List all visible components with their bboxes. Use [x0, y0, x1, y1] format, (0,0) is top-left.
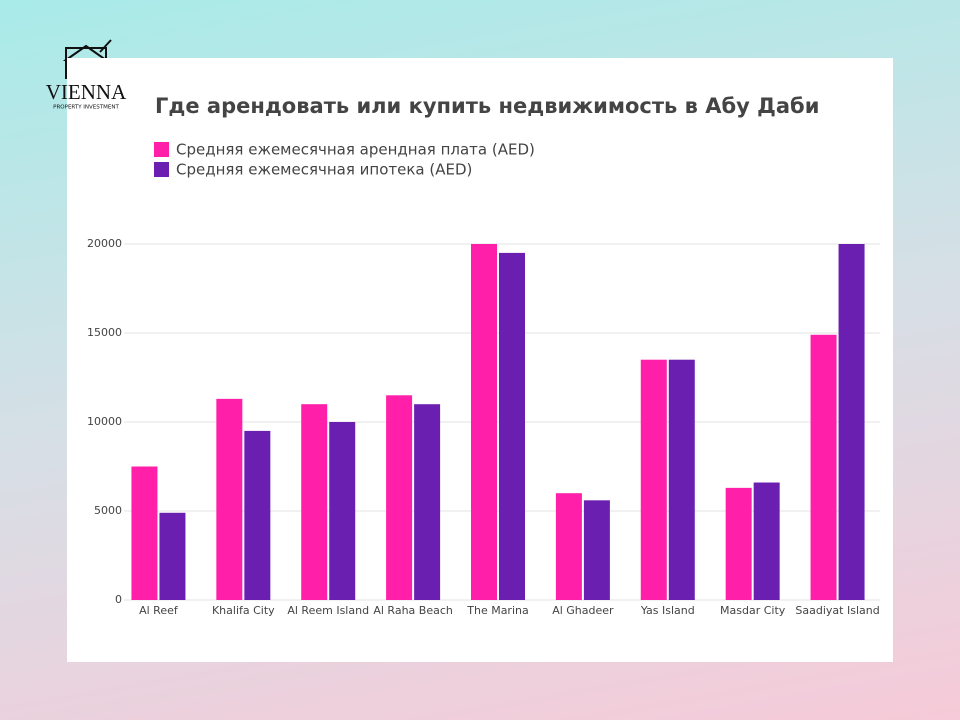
x-tick-label: Khalifa City [212, 604, 275, 617]
bar [386, 395, 413, 600]
logo-tagline: PROPERTY INVESTMENT [53, 105, 119, 111]
bar [471, 244, 497, 600]
bar [131, 466, 158, 600]
bar [838, 244, 865, 600]
x-tick-label: Saadiyat Island [795, 604, 879, 617]
bar [640, 359, 667, 600]
chart-title: Где арендовать или купить недвижимость в… [155, 94, 819, 118]
bar [753, 482, 780, 600]
x-tick-label: The Marina [466, 604, 528, 617]
x-tick-label: Al Reef [139, 604, 179, 617]
bar [499, 252, 525, 600]
x-tick-label: Al Reem Island [287, 604, 369, 617]
x-tick-label: Masdar City [720, 604, 786, 617]
y-tick-label: 15000 [87, 326, 122, 339]
bar [555, 493, 582, 600]
bar [244, 430, 271, 600]
bar [583, 500, 610, 600]
legend-label: Средняя ежемесячная арендная плата (AED) [176, 141, 535, 159]
y-tick-label: 0 [115, 593, 122, 606]
legend-label: Средняя ежемесячная ипотека (AED) [176, 161, 472, 179]
logo-name: VIENNA [46, 80, 127, 104]
bar [725, 487, 752, 600]
bar [668, 359, 695, 600]
legend-swatch [154, 142, 169, 157]
x-tick-label: Yas Island [640, 604, 695, 617]
bar [216, 398, 243, 600]
x-tick-label: Al Raha Beach [373, 604, 453, 617]
bar [301, 404, 328, 600]
x-tick-label: Al Ghadeer [552, 604, 614, 617]
legend-swatch [154, 162, 169, 177]
y-tick-label: 5000 [94, 504, 122, 517]
y-tick-label: 10000 [87, 415, 122, 428]
bar [414, 404, 441, 600]
bar [159, 512, 186, 600]
bar [810, 334, 837, 600]
y-tick-label: 20000 [87, 237, 122, 250]
bar [329, 422, 356, 600]
